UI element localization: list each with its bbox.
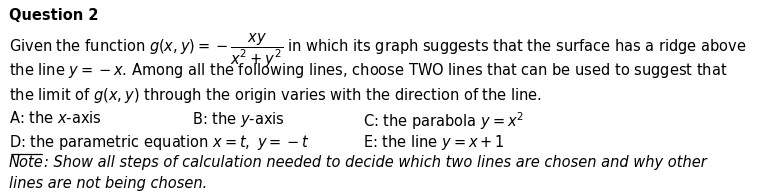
Text: Given the function $g(x, y) = -\dfrac{xy}{x^2+y^2}$ in which its graph suggests : Given the function $g(x, y) = -\dfrac{xy… xyxy=(9,32,747,70)
Text: the limit of $g(x, y)$ through the origin varies with the direction of the line.: the limit of $g(x, y)$ through the origi… xyxy=(9,86,542,105)
Text: lines are not being chosen.: lines are not being chosen. xyxy=(9,176,208,191)
Text: the line $y = -x$. Among all the following lines, choose TWO lines that can be u: the line $y = -x$. Among all the followi… xyxy=(9,61,727,80)
Text: Question 2: Question 2 xyxy=(9,8,99,23)
Text: E: the line $y = x + 1$: E: the line $y = x + 1$ xyxy=(363,133,504,152)
Text: C: the parabola $y = x^2$: C: the parabola $y = x^2$ xyxy=(363,110,524,132)
Text: A: the $x$-axis: A: the $x$-axis xyxy=(9,110,102,126)
Text: : Show all steps of calculation needed to decide which two lines are chosen and : : Show all steps of calculation needed t… xyxy=(44,155,707,170)
Text: B: the $y$-axis: B: the $y$-axis xyxy=(192,110,286,129)
Text: Note: Note xyxy=(9,155,44,170)
Text: D: the parametric equation $x = t,\ y = -t$: D: the parametric equation $x = t,\ y = … xyxy=(9,133,310,152)
